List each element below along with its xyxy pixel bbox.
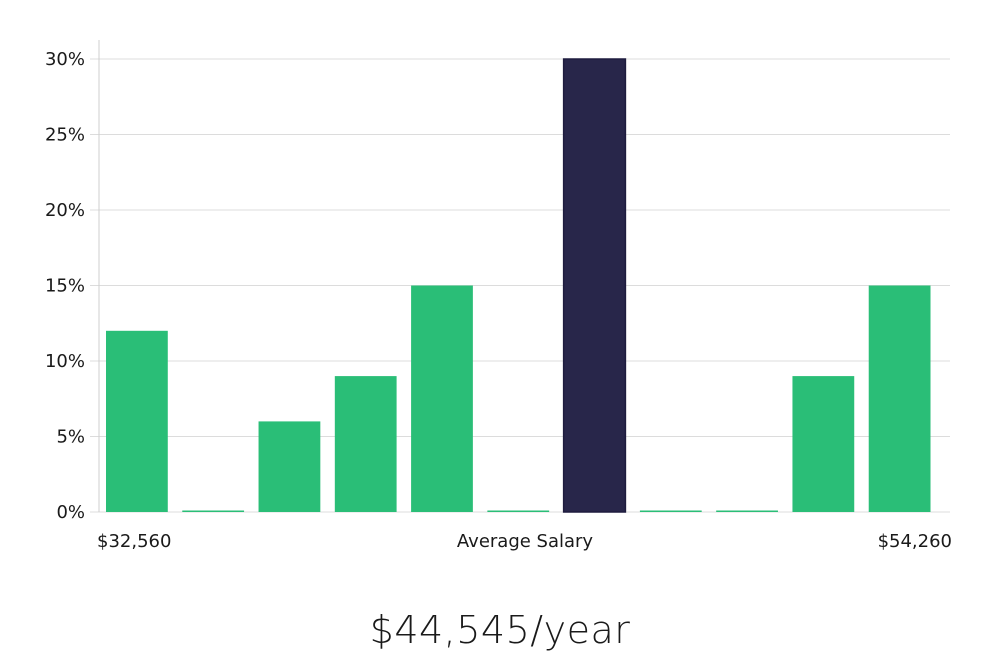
salary-histogram-chart: 0% 5% 10% 15% 20% 25% 30% $32,560 Average Sala…: [45, 40, 952, 552]
bar: [487, 510, 550, 512]
bar-highlight: [562, 58, 627, 513]
y-tick-label: 0%: [56, 502, 85, 523]
bar: [258, 421, 321, 512]
y-tick-label: 15%: [45, 276, 85, 297]
x-label-center: Average Salary: [457, 531, 594, 552]
bar: [639, 510, 702, 512]
y-tick-label: 20%: [45, 200, 85, 221]
bar: [334, 376, 397, 512]
bars: [106, 58, 931, 513]
y-tick-label: 30%: [45, 49, 85, 70]
x-label-left: $32,560: [97, 531, 171, 552]
bar: [411, 285, 473, 512]
grid-lines: [90, 58, 950, 513]
bar: [868, 285, 931, 512]
y-tick-label: 10%: [45, 351, 85, 372]
average-salary-value: $44,545/year: [369, 608, 631, 652]
bar: [792, 376, 855, 512]
y-axis-ticks: 0% 5% 10% 15% 20% 25% 30%: [45, 49, 85, 523]
y-tick-label: 5%: [56, 427, 85, 448]
bar: [182, 510, 245, 512]
bar: [106, 330, 168, 512]
bar: [716, 510, 778, 512]
x-label-right: $54,260: [878, 531, 952, 552]
y-tick-label: 25%: [45, 125, 85, 146]
